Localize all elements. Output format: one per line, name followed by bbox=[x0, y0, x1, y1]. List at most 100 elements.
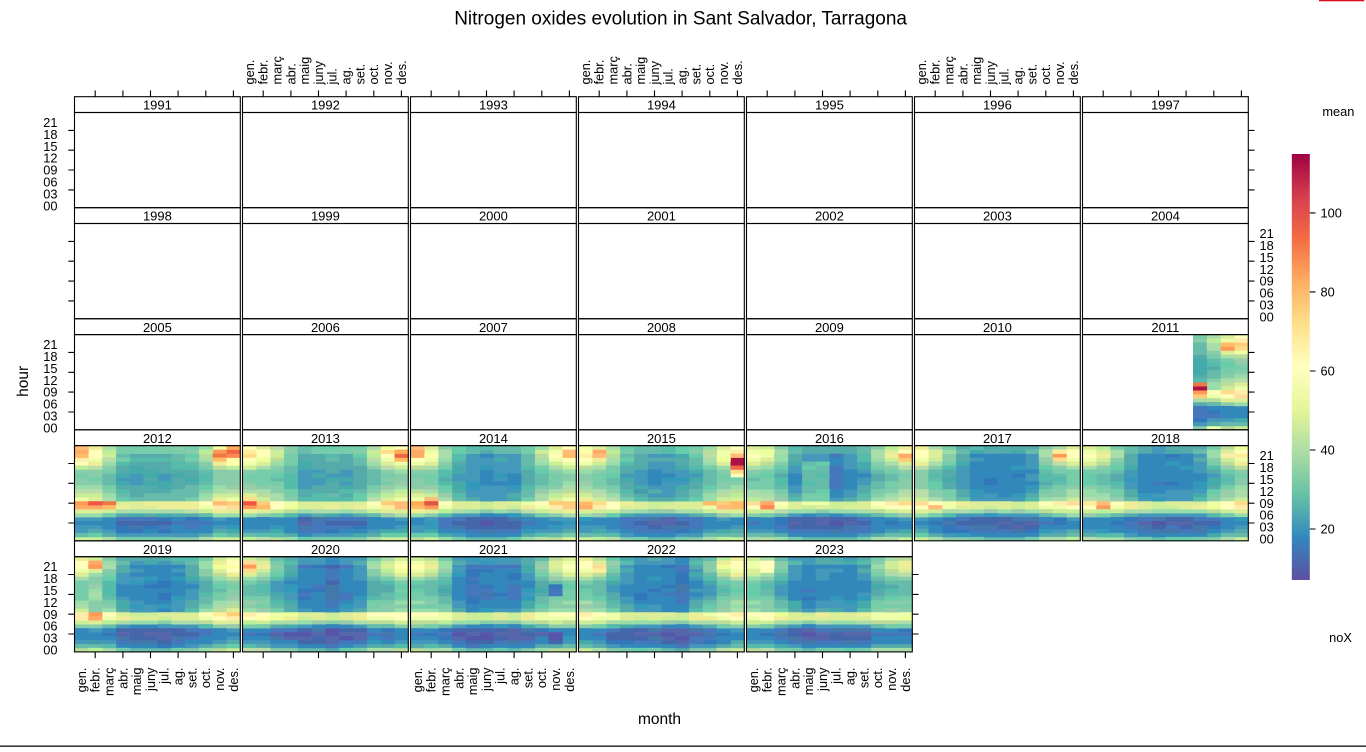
svg-text:1995: 1995 bbox=[815, 98, 844, 113]
svg-text:març: març bbox=[269, 55, 284, 84]
svg-text:abr.: abr. bbox=[619, 63, 634, 84]
svg-text:gen.: gen. bbox=[242, 60, 257, 85]
svg-text:juny: juny bbox=[815, 667, 830, 692]
svg-text:00: 00 bbox=[43, 643, 57, 658]
svg-text:20: 20 bbox=[1321, 522, 1335, 537]
svg-text:18: 18 bbox=[1260, 238, 1274, 253]
svg-text:abr.: abr. bbox=[787, 668, 802, 689]
svg-text:18: 18 bbox=[43, 349, 57, 364]
svg-text:2021: 2021 bbox=[479, 542, 508, 557]
svg-text:2007: 2007 bbox=[479, 320, 508, 335]
svg-text:gen.: gen. bbox=[746, 668, 761, 693]
svg-text:jul.: jul. bbox=[661, 68, 676, 85]
svg-text:juny: juny bbox=[647, 60, 662, 85]
svg-text:gen.: gen. bbox=[74, 668, 89, 693]
svg-text:febr.: febr. bbox=[424, 668, 439, 693]
svg-text:03: 03 bbox=[43, 187, 57, 202]
svg-text:2017: 2017 bbox=[983, 431, 1012, 446]
svg-text:1992: 1992 bbox=[311, 98, 340, 113]
svg-text:ag.: ag. bbox=[1011, 67, 1026, 85]
svg-text:06: 06 bbox=[43, 175, 57, 190]
svg-text:abr.: abr. bbox=[451, 668, 466, 689]
svg-text:09: 09 bbox=[43, 607, 57, 622]
svg-text:06: 06 bbox=[43, 397, 57, 412]
svg-text:juny: juny bbox=[983, 60, 998, 85]
svg-text:oct.: oct. bbox=[870, 668, 885, 689]
svg-text:2015: 2015 bbox=[647, 431, 676, 446]
svg-text:des.: des. bbox=[226, 668, 241, 692]
svg-text:hour: hour bbox=[15, 366, 32, 397]
svg-text:gen.: gen. bbox=[410, 668, 425, 693]
svg-text:03: 03 bbox=[1260, 520, 1274, 535]
svg-text:00: 00 bbox=[1260, 532, 1274, 547]
svg-text:00: 00 bbox=[1260, 309, 1274, 324]
svg-text:1991: 1991 bbox=[143, 98, 172, 113]
svg-text:2002: 2002 bbox=[815, 209, 844, 224]
svg-text:80: 80 bbox=[1321, 285, 1335, 300]
svg-text:2009: 2009 bbox=[815, 320, 844, 335]
svg-text:ag.: ag. bbox=[339, 67, 354, 85]
svg-text:12: 12 bbox=[43, 595, 57, 610]
svg-text:1998: 1998 bbox=[143, 209, 172, 224]
svg-text:21: 21 bbox=[1260, 448, 1274, 463]
svg-text:nov.: nov. bbox=[380, 61, 395, 84]
svg-text:febr.: febr. bbox=[256, 60, 271, 85]
svg-text:maig: maig bbox=[297, 57, 312, 85]
svg-text:1993: 1993 bbox=[479, 98, 508, 113]
svg-text:00: 00 bbox=[43, 420, 57, 435]
svg-text:oct.: oct. bbox=[198, 668, 213, 689]
svg-text:60: 60 bbox=[1321, 364, 1335, 379]
svg-text:18: 18 bbox=[43, 571, 57, 586]
svg-text:21: 21 bbox=[1260, 226, 1274, 241]
svg-text:març: març bbox=[605, 55, 620, 84]
svg-text:03: 03 bbox=[43, 631, 57, 646]
svg-text:oct.: oct. bbox=[534, 668, 549, 689]
svg-text:mean: mean bbox=[1322, 104, 1354, 119]
svg-text:març: març bbox=[101, 667, 116, 696]
svg-text:2000: 2000 bbox=[479, 209, 508, 224]
svg-text:jul.: jul. bbox=[829, 668, 844, 685]
svg-text:18: 18 bbox=[1260, 460, 1274, 475]
svg-text:gen.: gen. bbox=[914, 60, 929, 85]
svg-text:2006: 2006 bbox=[311, 320, 340, 335]
svg-text:set.: set. bbox=[856, 668, 871, 689]
svg-text:100: 100 bbox=[1321, 206, 1342, 221]
svg-text:09: 09 bbox=[43, 385, 57, 400]
svg-text:jul.: jul. bbox=[493, 668, 508, 685]
svg-text:abr.: abr. bbox=[955, 63, 970, 84]
svg-text:març: març bbox=[941, 55, 956, 84]
svg-text:2022: 2022 bbox=[647, 542, 676, 557]
svg-text:1996: 1996 bbox=[983, 98, 1012, 113]
svg-text:maig: maig bbox=[801, 668, 816, 696]
svg-text:21: 21 bbox=[43, 559, 57, 574]
svg-text:15: 15 bbox=[1260, 472, 1274, 487]
svg-text:jul.: jul. bbox=[997, 68, 1012, 85]
svg-text:ag.: ag. bbox=[675, 67, 690, 85]
svg-text:nov.: nov. bbox=[716, 61, 731, 84]
svg-text:ag.: ag. bbox=[171, 668, 186, 686]
svg-text:00: 00 bbox=[43, 198, 57, 213]
svg-text:12: 12 bbox=[1260, 484, 1274, 499]
svg-text:maig: maig bbox=[465, 668, 480, 696]
svg-text:set.: set. bbox=[688, 64, 703, 85]
svg-text:nov.: nov. bbox=[884, 668, 899, 691]
svg-text:maig: maig bbox=[633, 57, 648, 85]
svg-text:2016: 2016 bbox=[815, 431, 844, 446]
svg-text:des.: des. bbox=[1066, 60, 1081, 84]
svg-text:set.: set. bbox=[520, 668, 535, 689]
svg-text:2013: 2013 bbox=[311, 431, 340, 446]
svg-text:2010: 2010 bbox=[983, 320, 1012, 335]
svg-text:2001: 2001 bbox=[647, 209, 676, 224]
svg-text:nov.: nov. bbox=[548, 668, 563, 691]
svg-text:2005: 2005 bbox=[143, 320, 172, 335]
svg-text:gen.: gen. bbox=[578, 60, 593, 85]
svg-text:2011: 2011 bbox=[1151, 320, 1179, 335]
svg-text:1999: 1999 bbox=[311, 209, 340, 224]
svg-text:des.: des. bbox=[898, 668, 913, 692]
svg-text:2014: 2014 bbox=[479, 431, 508, 446]
svg-text:maig: maig bbox=[129, 668, 144, 696]
svg-text:febr.: febr. bbox=[592, 60, 607, 85]
svg-text:1997: 1997 bbox=[1151, 98, 1180, 113]
svg-text:2008: 2008 bbox=[647, 320, 676, 335]
svg-text:2019: 2019 bbox=[143, 542, 172, 557]
